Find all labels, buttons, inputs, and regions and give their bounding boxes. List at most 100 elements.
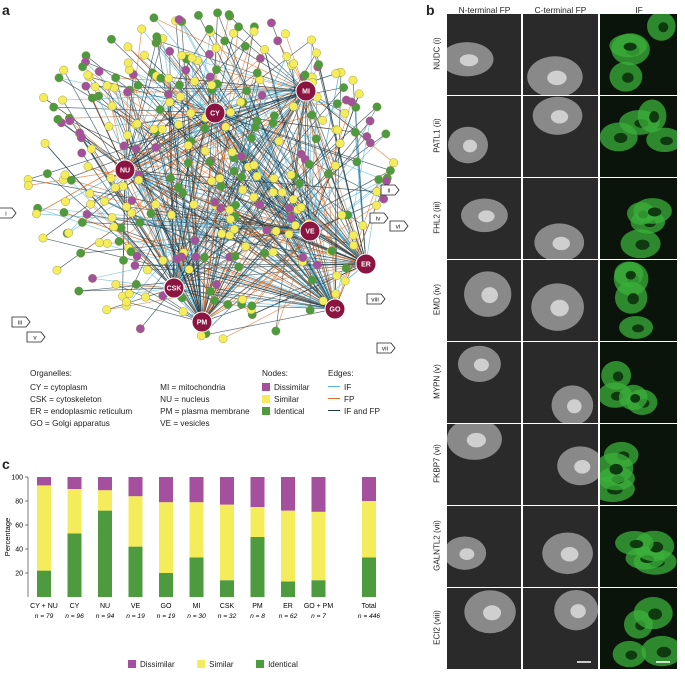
bar-identical xyxy=(67,533,82,597)
bar-group: GO + PM n = 7 xyxy=(304,477,333,620)
network-edge xyxy=(186,58,336,310)
micrograph-image xyxy=(600,342,677,423)
n-label: n = 79 xyxy=(35,613,54,620)
protein-node xyxy=(200,146,210,156)
protein-node xyxy=(42,169,52,179)
bar-identical xyxy=(220,580,234,597)
network-edge xyxy=(85,85,307,92)
hub-nodes: CY MI NU VE ER CSK GO PM xyxy=(114,80,377,333)
micrograph-c-terminal xyxy=(523,260,598,341)
micrograph-image xyxy=(523,506,598,587)
protein-node xyxy=(122,202,131,212)
protein-node xyxy=(298,253,308,262)
hub-cy: CY xyxy=(204,102,226,124)
row-label-7: ECI2 (viii) xyxy=(432,610,442,645)
protein-node xyxy=(109,222,119,232)
cell-nucleus xyxy=(560,546,579,562)
dissimilar-swatch xyxy=(262,383,270,391)
protein-node xyxy=(78,62,87,72)
protein-node xyxy=(340,108,350,118)
micrograph-image xyxy=(600,588,677,669)
y-tick-label: 40 xyxy=(15,547,23,554)
hub-mi: MI xyxy=(295,80,317,102)
protein-node xyxy=(227,147,237,157)
protein-node xyxy=(291,220,300,230)
legend-identical-swatch xyxy=(256,660,265,668)
network-edge xyxy=(251,230,311,307)
hub-circle xyxy=(163,277,185,299)
network-edge xyxy=(309,106,378,232)
protein-node xyxy=(252,68,262,78)
protein-node xyxy=(164,89,173,99)
micrograph-if xyxy=(600,178,677,259)
cell-nucleus xyxy=(466,432,487,448)
hub-label: CSK xyxy=(167,286,182,293)
protein-node xyxy=(76,133,86,143)
bar-dissimilar xyxy=(362,477,376,501)
callout-label: iv xyxy=(376,216,381,223)
protein-node xyxy=(223,300,233,309)
protein-node xyxy=(60,170,70,180)
protein-node xyxy=(156,73,166,83)
protein-node xyxy=(87,93,97,103)
protein-node xyxy=(131,144,141,154)
micrograph-n-terminal xyxy=(447,260,521,341)
protein-node xyxy=(249,26,259,36)
network-edge xyxy=(201,308,336,337)
legend-dissimilar-label: Dissimilar xyxy=(140,660,175,669)
bar-group: Total n = 446 xyxy=(358,477,380,620)
protein-node xyxy=(268,118,278,128)
n-label: n = 32 xyxy=(218,613,237,620)
protein-node xyxy=(124,289,134,299)
protein-node xyxy=(155,105,165,114)
protein-node xyxy=(119,255,128,265)
protein-node xyxy=(166,173,176,183)
protein-node xyxy=(137,24,147,34)
protein-node xyxy=(268,247,278,257)
protein-node xyxy=(205,72,215,82)
callout-v: v xyxy=(26,331,46,343)
protein-node xyxy=(349,240,359,250)
protein-node xyxy=(87,144,96,154)
n-label: n = 62 xyxy=(279,613,298,620)
protein-node xyxy=(158,291,168,301)
micrograph-image xyxy=(523,588,598,669)
hub-label: NU xyxy=(120,168,130,175)
protein-node xyxy=(286,213,296,223)
protein-node xyxy=(260,45,269,54)
protein-node xyxy=(190,236,200,245)
hub-label: MI xyxy=(302,89,310,96)
bar-similar xyxy=(67,489,82,534)
protein-node xyxy=(175,92,185,102)
panel-b-letter: b xyxy=(426,2,435,18)
protein-node xyxy=(206,286,215,296)
callout-label: i xyxy=(5,211,6,218)
protein-node xyxy=(267,18,276,28)
network-edge xyxy=(176,281,336,310)
protein-node xyxy=(238,185,248,195)
nodes-legend: Nodes: Dissimilar Similar Identical xyxy=(262,368,309,418)
network-edge xyxy=(230,112,336,310)
protein-node xyxy=(111,73,121,83)
n-label: n = 96 xyxy=(65,613,84,620)
hub-label: VE xyxy=(305,229,315,236)
protein-node xyxy=(341,263,351,273)
protein-node xyxy=(65,116,75,126)
callout-box xyxy=(26,331,46,343)
protein-node xyxy=(335,138,345,148)
category-label: PM xyxy=(252,603,263,610)
edges-legend: Edges: IF FP IF and FP xyxy=(328,368,380,418)
protein-node xyxy=(111,280,121,289)
protein-node xyxy=(250,122,260,132)
network-edge xyxy=(145,90,307,298)
protein-node xyxy=(280,29,290,39)
hub-nu: NU xyxy=(114,159,136,181)
network-edge xyxy=(87,74,203,323)
nodes-title: Nodes: xyxy=(262,369,288,378)
protein-node xyxy=(260,248,269,258)
protein-node xyxy=(341,95,351,105)
protein-node xyxy=(237,172,247,182)
protein-node xyxy=(255,200,265,210)
network-edge xyxy=(264,49,311,232)
protein-node xyxy=(247,301,257,311)
